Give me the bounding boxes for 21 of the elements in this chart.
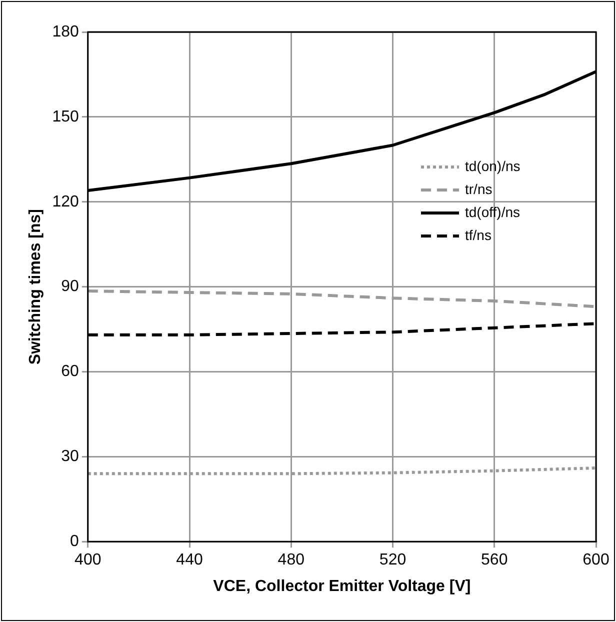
y-tick-label: 120 — [52, 193, 79, 210]
y-tick-label: 30 — [61, 448, 79, 466]
x-tick-label: 480 — [278, 552, 305, 569]
x-tick-label: 600 — [582, 552, 610, 569]
line-series — [88, 290, 596, 308]
line-series — [88, 322, 596, 336]
x-tick-label: 520 — [379, 552, 406, 569]
y-tick-label: 180 — [52, 23, 79, 40]
x-axis-title: VCE, Collector Emitter Voltage [V] — [213, 578, 471, 595]
legend-label: td(on)/ns — [465, 158, 520, 174]
x-tick-label: 440 — [176, 552, 203, 569]
x-tick-label: 560 — [481, 552, 508, 569]
legend-label: tf/ns — [465, 226, 492, 243]
y-axis-title: Switching times [ns] — [27, 209, 44, 365]
y-tick-label: 90 — [61, 278, 79, 296]
legend-label: td(off)/ns — [465, 204, 520, 220]
y-tick-label: 60 — [61, 363, 79, 380]
y-tick-label: 150 — [52, 108, 79, 126]
legend-label: tr/ns — [465, 180, 492, 197]
x-tick-label: 400 — [74, 552, 102, 569]
y-tick-label: 0 — [70, 533, 79, 550]
